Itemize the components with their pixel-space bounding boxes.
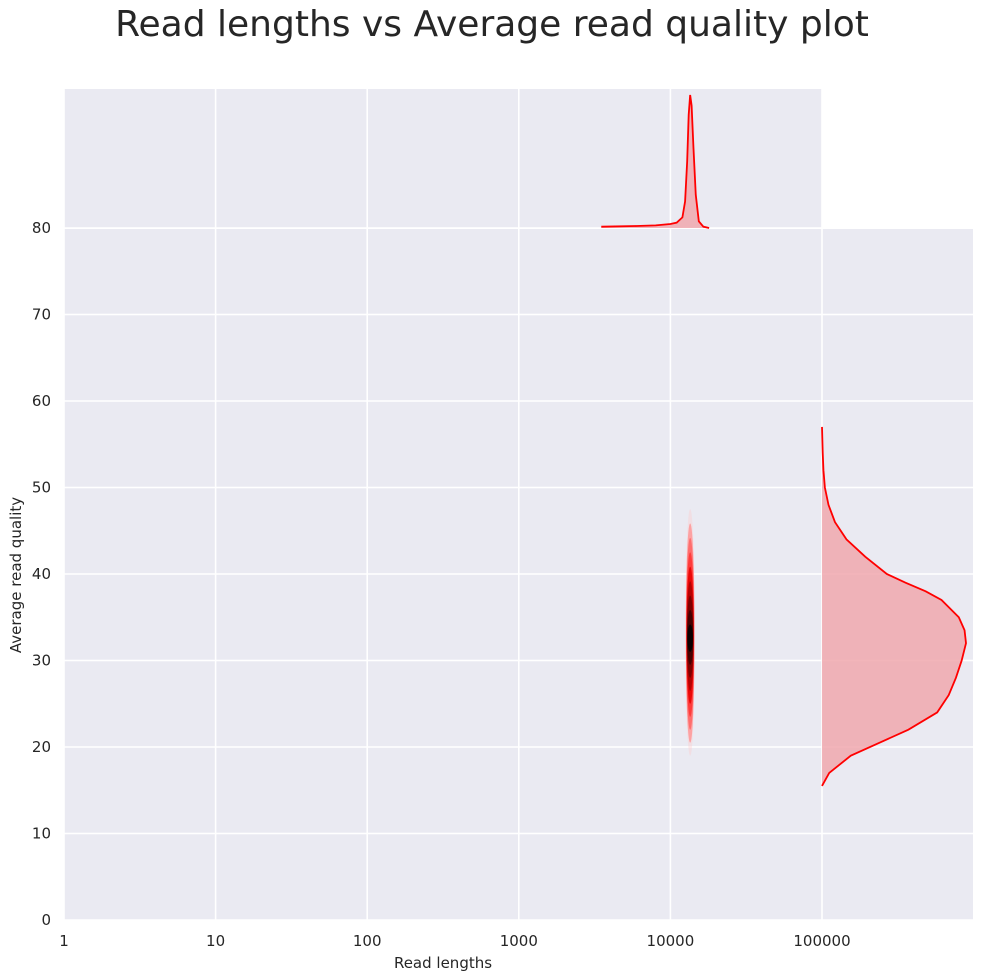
y-tick-label: 40: [32, 565, 51, 583]
y-tick-label: 80: [32, 219, 51, 237]
x-tick-label: 10000: [647, 932, 695, 950]
y-tick-label: 50: [32, 479, 51, 497]
x-axis-label: Read lengths: [394, 954, 492, 972]
marginal-x-kde-line: [601, 94, 710, 229]
y-tick-label: 70: [32, 306, 51, 324]
grid-lines: [63, 89, 973, 921]
y-tick-label: 60: [32, 392, 51, 410]
x-tick-label: 1000: [500, 932, 538, 950]
marginal-y-kde-line: [821, 426, 967, 787]
chart-title: Read lengths vs Average read quality plo…: [115, 4, 869, 45]
x-tick-label: 1: [59, 932, 69, 950]
x-tick-label: 100000: [793, 932, 850, 950]
joint-kde-contour: [687, 624, 693, 652]
tick-labels: 1 10 100 1000 10000 100000 0 10 20 30 40 50 60 70 80: [32, 219, 851, 950]
y-tick-label: 30: [32, 652, 51, 670]
marginal-y-kde-fill: [822, 426, 966, 786]
x-tick-label: 100: [353, 932, 382, 950]
marginal-x-panel: [64, 89, 822, 228]
y-tick-label: 10: [32, 825, 51, 843]
y-tick-label: 0: [41, 911, 51, 929]
chart-marks: [601, 94, 967, 787]
x-tick-label: 10: [206, 932, 225, 950]
y-axis-label: Average read quality: [7, 497, 25, 653]
y-tick-label: 20: [32, 738, 51, 756]
